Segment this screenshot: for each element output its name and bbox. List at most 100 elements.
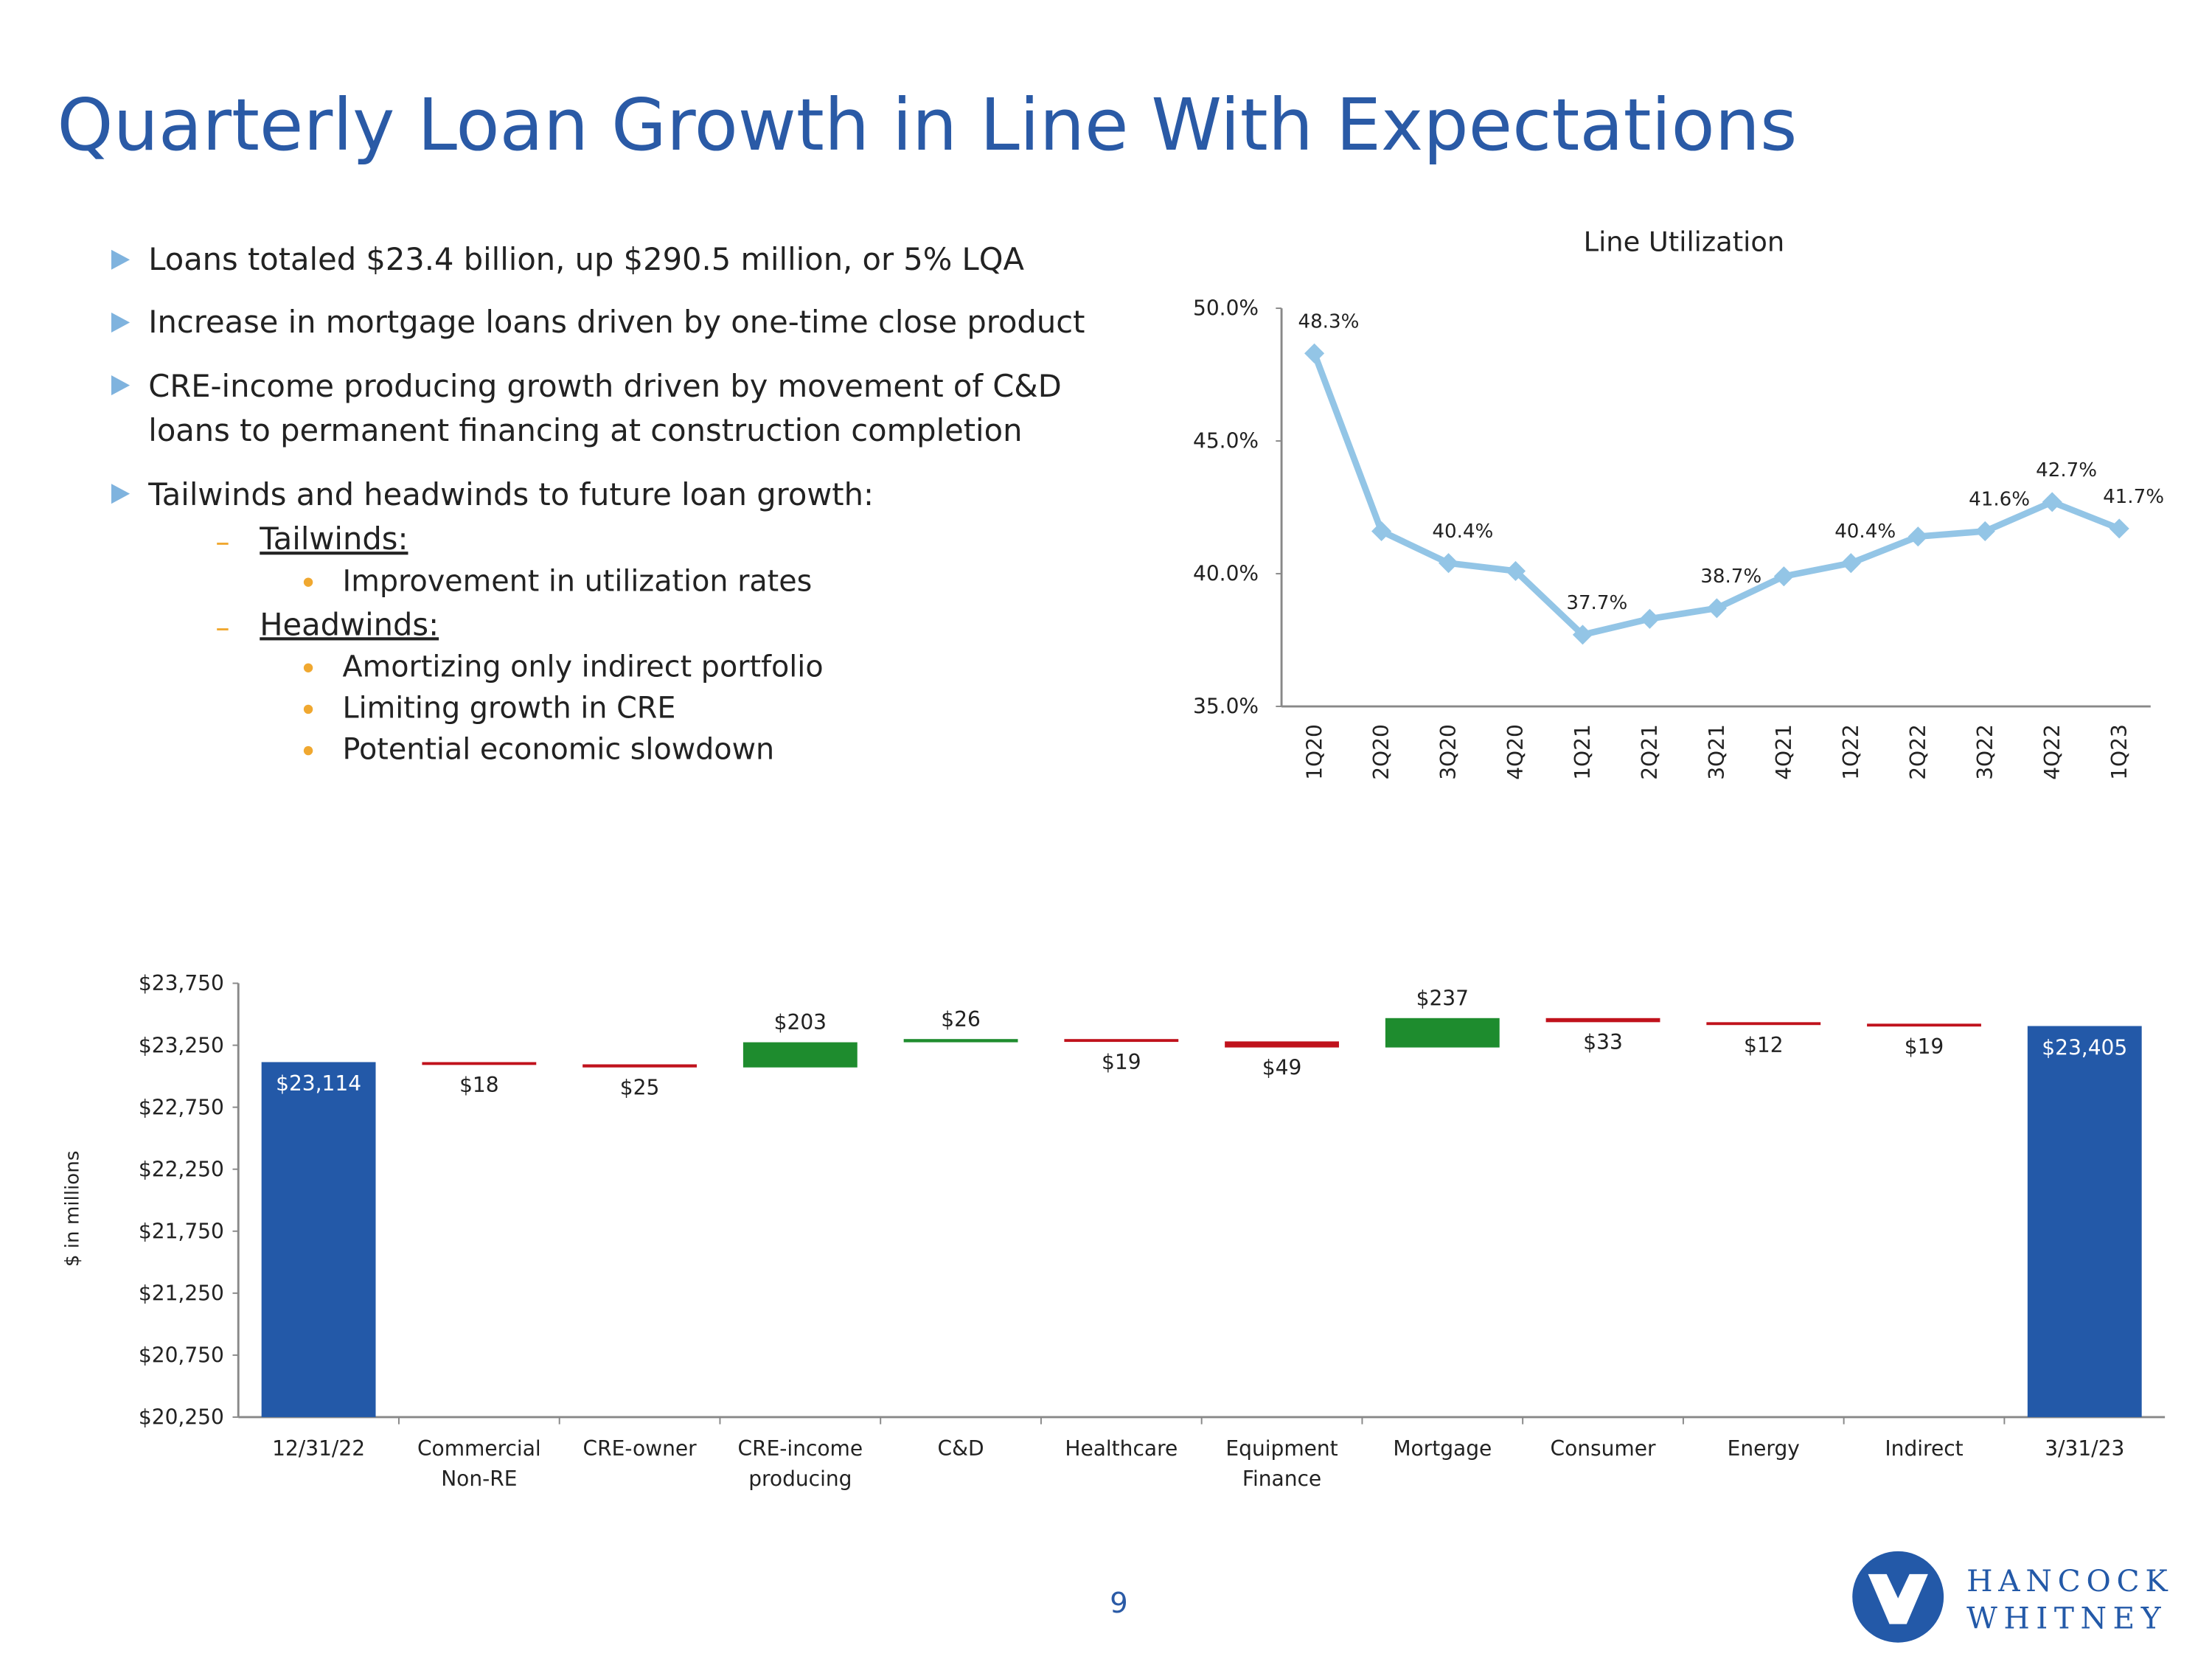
bullet-icon — [111, 249, 131, 270]
increase-bar — [903, 1039, 1018, 1043]
decrease-bar — [1064, 1039, 1179, 1043]
bullet-text: CRE-income producing growth driven by mo… — [148, 368, 1062, 404]
x-tick-label: 3/31/23 — [2045, 1436, 2124, 1461]
point-marker — [2042, 492, 2062, 512]
data-label: $23,405 — [2042, 1035, 2127, 1060]
page-number: 9 — [1110, 1587, 1128, 1620]
y-tick-label: 50.0% — [1193, 296, 1259, 321]
x-tick-line: CRE-owner — [583, 1436, 698, 1461]
data-label: $237 — [1416, 986, 1469, 1010]
x-tick-line: C&D — [938, 1436, 984, 1461]
sub-item-dot — [303, 704, 313, 714]
logo-glyph — [1868, 1573, 1928, 1624]
logo: HANCOCK WHITNEY — [1852, 1551, 2173, 1643]
x-tick-line: 12/31/22 — [272, 1436, 365, 1461]
increase-bar — [1385, 1018, 1500, 1048]
x-tick-line: Mortgage — [1393, 1436, 1492, 1461]
x-tick-label: C&D — [938, 1436, 984, 1461]
sub-item-dot — [303, 663, 313, 672]
x-tick-label: 1Q22 — [1839, 724, 1863, 780]
decrease-bar — [1545, 1018, 1660, 1023]
sub-item-dot — [303, 745, 313, 756]
y-tick-label: $21,250 — [139, 1281, 224, 1306]
point-marker — [1572, 625, 1593, 645]
point-marker — [1304, 343, 1325, 364]
y-tick-label: 40.0% — [1193, 562, 1259, 586]
x-tick-label: CRE-income producing — [738, 1436, 863, 1491]
x-tick-line: 3/31/23 — [2045, 1436, 2124, 1461]
x-tick-line: CRE-income — [738, 1436, 863, 1461]
x-tick-label: Equipment Finance — [1225, 1436, 1338, 1491]
x-tick-label: 4Q20 — [1503, 724, 1528, 780]
y-axis-label: $ in millions — [61, 1151, 83, 1267]
x-tick-label: Healthcare — [1065, 1436, 1178, 1461]
bullet-icon — [111, 484, 131, 504]
point-marker — [1773, 566, 1794, 587]
point-marker — [2109, 518, 2129, 539]
data-label: $26 — [941, 1007, 981, 1032]
bullet-icon — [111, 375, 131, 396]
point-marker — [1371, 521, 1392, 542]
decrease-bar — [422, 1062, 537, 1065]
logo-mark — [1852, 1551, 1944, 1643]
bullet-list: Loans totaled $23.4 billion, up $290.5 m… — [111, 241, 1085, 767]
chart-title: Line Utilization — [1584, 226, 1785, 258]
bullet-icon — [111, 312, 131, 333]
y-tick-label: $20,750 — [139, 1343, 224, 1368]
data-label: $18 — [459, 1073, 499, 1097]
data-label: 37.7% — [1566, 592, 1627, 614]
x-tick-label: Energy — [1728, 1436, 1800, 1461]
data-label: $33 — [1583, 1030, 1623, 1054]
data-label: 40.4% — [1834, 521, 1896, 543]
x-tick-label: 3Q21 — [1705, 724, 1729, 780]
x-tick-line: Commercial — [417, 1436, 541, 1461]
sub-bullet-label: Tailwinds: — [259, 521, 408, 557]
data-label: 41.7% — [2103, 486, 2164, 508]
x-tick-label: 1Q21 — [1571, 724, 1595, 780]
sub-bullet-label: Headwinds: — [260, 606, 439, 642]
data-label: 41.6% — [1969, 489, 2030, 511]
data-label: 38.7% — [1700, 566, 1761, 588]
sub-item-dot — [303, 577, 313, 587]
slide-title: Quarterly Loan Growth in Line With Expec… — [57, 83, 1797, 167]
x-tick-line: producing — [748, 1467, 852, 1491]
data-label: $19 — [1905, 1034, 1944, 1059]
x-tick-line: Finance — [1242, 1467, 1321, 1491]
x-tick-line: Healthcare — [1065, 1436, 1178, 1461]
point-marker — [1840, 553, 1861, 574]
bullet-text: loans to permanent financing at construc… — [148, 412, 1022, 448]
x-tick-line: Consumer — [1551, 1436, 1656, 1461]
x-tick-label: 2Q22 — [1906, 724, 1930, 780]
data-label: 40.4% — [1432, 521, 1493, 543]
data-label: $12 — [1744, 1033, 1784, 1057]
data-label: $49 — [1262, 1055, 1302, 1079]
sub-item-text: Limiting growth in CRE — [343, 692, 676, 726]
line-chart: Line Utilization 35.0% 40.0% 45.0% 50.0% 1Q20… — [1193, 226, 2164, 780]
x-tick-label: CRE-owner — [583, 1436, 698, 1461]
point-marker — [1639, 608, 1660, 629]
logo-text: HANCOCK — [1966, 1563, 2173, 1599]
bullet-text: Loans totaled $23.4 billion, up $290.5 m… — [148, 241, 1024, 277]
y-tick-label: 35.0% — [1193, 695, 1259, 719]
sub-item-text: Improvement in utilization rates — [343, 564, 813, 598]
x-tick-line: Non-RE — [441, 1467, 517, 1491]
decrease-bar — [1706, 1022, 1821, 1026]
increase-bar — [742, 1042, 858, 1068]
sub-item-text: Potential economic slowdown — [343, 733, 775, 767]
data-label: $25 — [620, 1075, 660, 1099]
x-tick-label: 1Q20 — [1302, 724, 1326, 780]
y-tick-label: $22,250 — [139, 1157, 224, 1181]
bullet-text: Tailwinds and headwinds to future loan g… — [147, 476, 874, 512]
data-label: $203 — [774, 1010, 827, 1034]
y-tick-label: 45.0% — [1193, 429, 1259, 453]
point-marker — [1438, 553, 1459, 574]
point-marker — [1975, 521, 1995, 542]
decrease-bar — [1867, 1023, 1981, 1027]
y-tick-label: $20,250 — [139, 1405, 224, 1430]
y-tick-label: $23,750 — [139, 971, 224, 995]
x-tick-label: 12/31/22 — [272, 1436, 365, 1461]
x-tick-label: 4Q22 — [2040, 724, 2065, 780]
total-bar — [261, 1062, 376, 1417]
